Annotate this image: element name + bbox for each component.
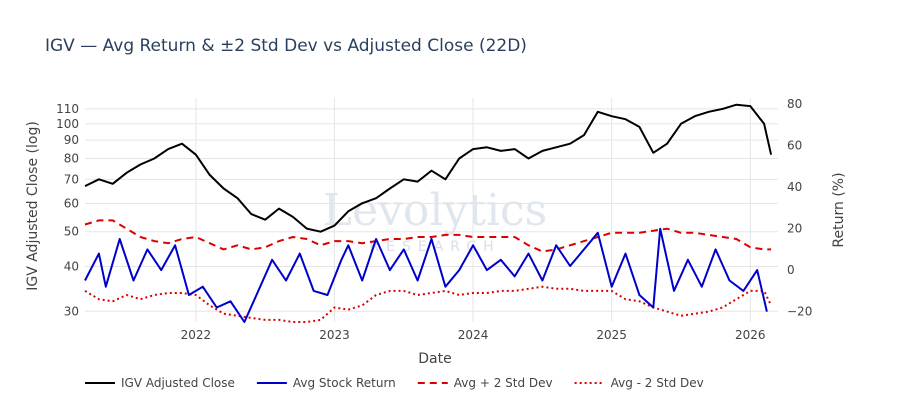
legend: IGV Adjusted Close Avg Stock Return Avg + … (85, 376, 704, 390)
legend-item-label: Avg - 2 Std Dev (611, 376, 704, 390)
watermark-text: Levolytics (323, 185, 548, 236)
y-right-tick-label: 20 (787, 222, 802, 236)
y-left-tick-label: 80 (64, 152, 79, 166)
legend-item-label: Avg Stock Return (293, 376, 396, 390)
gridlines (85, 98, 778, 322)
x-tick-label: 2024 (458, 328, 489, 342)
y-left-tick-label: 100 (56, 117, 79, 131)
legend-item-label: Avg + 2 Std Dev (454, 376, 553, 390)
y-left-tick-label: 50 (64, 225, 79, 239)
y-right-tick-label: 80 (787, 97, 802, 111)
x-tick-label: 2025 (596, 328, 627, 342)
watermark: Levolytics RESEARCH (323, 185, 548, 255)
series-line-adjusted-close (84, 103, 773, 233)
y-left-tick-label: 60 (64, 196, 79, 210)
legend-item-label: IGV Adjusted Close (121, 376, 235, 390)
chart-title: IGV — Avg Return & ±2 Std Dev vs Adjuste… (45, 36, 527, 56)
x-axis-title: Date (418, 351, 451, 367)
x-tick-label: 2022 (181, 328, 212, 342)
y-right-tick-label: 40 (787, 180, 802, 194)
series-line-avg-return (84, 227, 768, 323)
y-right-axis-title: Return (%) (831, 172, 847, 247)
y-left-tick-label: 30 (64, 304, 79, 318)
y-right-tick-label: 60 (787, 139, 802, 153)
y-left-tick-label: 110 (56, 102, 79, 116)
series-lines (84, 103, 773, 323)
x-tick-label: 2023 (319, 328, 350, 342)
y-left-axis-title: IGV Adjusted Close (log) (25, 121, 41, 291)
y-right-tick-label: 0 (787, 263, 795, 277)
x-axis-ticks: 2022 2023 2024 2025 2026 (181, 328, 766, 342)
watermark-subtext: RESEARCH (369, 239, 500, 255)
y-right-axis-ticks: −20 0 20 40 60 80 (787, 97, 812, 318)
x-tick-label: 2026 (735, 328, 766, 342)
series-line-lower-band (84, 285, 773, 323)
y-left-tick-label: 90 (64, 133, 79, 147)
y-right-tick-label: −20 (787, 305, 812, 319)
series-line-upper-band (84, 219, 772, 253)
y-left-tick-label: 70 (64, 172, 79, 186)
y-left-tick-label: 40 (64, 259, 79, 273)
